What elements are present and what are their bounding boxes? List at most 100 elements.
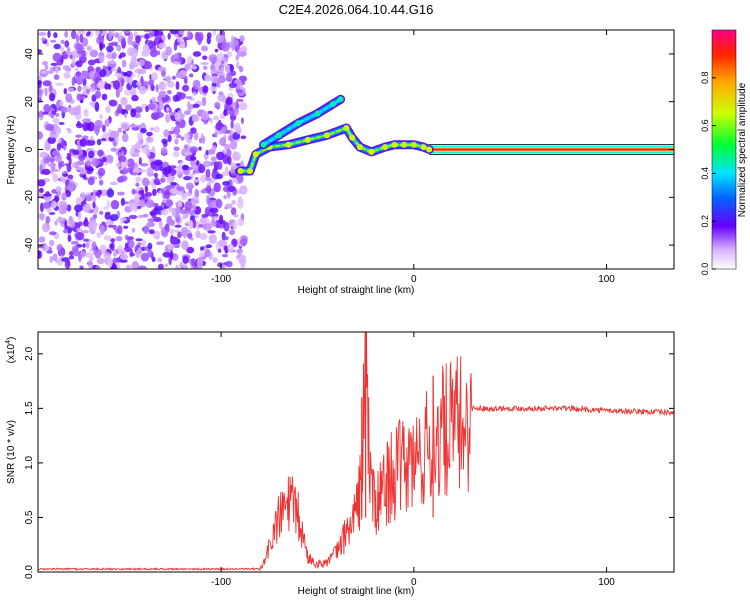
- noise-blob: [107, 257, 113, 268]
- noise-blob: [182, 214, 187, 220]
- noise-blob: [143, 30, 151, 33]
- noise-blob: [227, 243, 234, 252]
- noise-blob: [71, 56, 76, 66]
- noise-blob: [184, 75, 188, 85]
- noise-blob: [195, 221, 201, 230]
- noise-blob: [82, 174, 87, 179]
- noise-blob: [46, 207, 52, 214]
- noise-blob: [218, 91, 224, 96]
- noise-blob: [131, 260, 139, 269]
- noise-blob: [119, 259, 128, 263]
- noise-blob: [99, 55, 105, 63]
- noise-blob: [134, 194, 138, 203]
- noise-blob: [166, 175, 173, 184]
- main-track-knot: [324, 132, 331, 139]
- snr-series-line: [38, 332, 674, 572]
- noise-blob: [121, 37, 126, 46]
- noise-blob: [79, 168, 88, 175]
- noise-blob: [127, 239, 131, 245]
- noise-blob: [216, 57, 220, 62]
- noise-blob: [127, 47, 135, 57]
- main-track-knot: [391, 141, 398, 148]
- noise-blob: [75, 43, 83, 51]
- noise-blob: [240, 238, 248, 246]
- noise-blob: [240, 84, 244, 90]
- noise-blob: [74, 204, 83, 212]
- noise-blob: [113, 249, 118, 257]
- noise-blob: [213, 30, 216, 36]
- noise-blob: [225, 260, 233, 268]
- snr-y-tick-label: 1.5: [24, 401, 35, 415]
- noise-blob: [104, 118, 110, 127]
- main-track-knot: [247, 168, 253, 174]
- noise-blob: [191, 258, 196, 267]
- noise-blob: [107, 60, 116, 64]
- noise-blob: [66, 164, 72, 173]
- noise-blob: [228, 82, 238, 89]
- noise-blob: [124, 88, 132, 96]
- noise-blob: [58, 122, 65, 125]
- snr-y-tick-label: 0.0: [24, 565, 35, 579]
- noise-blob: [89, 49, 99, 58]
- noise-blob: [140, 127, 147, 134]
- noise-blob: [180, 192, 188, 201]
- noise-blob: [96, 35, 105, 45]
- noise-blob: [64, 221, 68, 228]
- noise-blob: [202, 160, 211, 168]
- noise-blob: [81, 70, 89, 80]
- noise-blob: [50, 200, 57, 209]
- noise-blob: [110, 130, 120, 138]
- noise-blob: [209, 86, 217, 92]
- noise-blob: [103, 235, 112, 241]
- noise-blob: [194, 31, 199, 41]
- noise-blob: [109, 214, 119, 221]
- noise-blob: [42, 111, 49, 115]
- noise-blob: [167, 90, 172, 95]
- noise-blob: [138, 189, 145, 195]
- noise-blob: [66, 204, 72, 212]
- noise-blob: [221, 263, 226, 269]
- snr-x-tick-label: 100: [598, 577, 615, 588]
- noise-blob: [65, 51, 74, 55]
- noise-blob: [191, 65, 197, 70]
- noise-blob: [102, 124, 106, 133]
- noise-blob: [38, 32, 47, 36]
- noise-blob: [143, 60, 152, 70]
- noise-blob: [88, 150, 95, 159]
- noise-blob: [120, 197, 125, 206]
- noise-blob: [177, 199, 183, 208]
- noise-blob: [164, 263, 168, 268]
- noise-blob: [148, 79, 155, 86]
- noise-blob: [55, 217, 64, 223]
- noise-blob: [96, 258, 105, 265]
- noise-blob: [95, 77, 99, 85]
- noise-blob: [165, 113, 171, 123]
- noise-blob: [190, 127, 197, 134]
- noise-blob: [42, 222, 51, 233]
- noise-blob: [53, 74, 60, 80]
- noise-blob: [82, 243, 86, 248]
- noise-blob: [205, 177, 212, 181]
- noise-blob: [161, 138, 168, 145]
- noise-blob: [119, 32, 123, 36]
- noise-blob: [218, 75, 226, 84]
- noise-blob: [94, 90, 102, 99]
- noise-blob: [47, 136, 56, 144]
- spectrogram-y-axis-label: Frequency (Hz): [6, 116, 17, 185]
- noise-blob: [107, 224, 115, 228]
- snr-x-tick-label: -100: [211, 577, 231, 588]
- noise-blob: [151, 256, 156, 262]
- noise-blob: [96, 67, 101, 74]
- noise-blob: [148, 229, 155, 235]
- noise-blob: [39, 164, 43, 174]
- noise-blob: [130, 88, 137, 97]
- noise-blob: [116, 44, 122, 52]
- noise-blob: [93, 210, 98, 215]
- noise-blob: [192, 203, 197, 212]
- noise-blob: [237, 199, 244, 209]
- noise-blob: [210, 75, 219, 84]
- noise-blob: [181, 148, 190, 153]
- noise-blob: [61, 192, 67, 201]
- noise-blob: [196, 160, 200, 166]
- noise-blob: [100, 138, 107, 142]
